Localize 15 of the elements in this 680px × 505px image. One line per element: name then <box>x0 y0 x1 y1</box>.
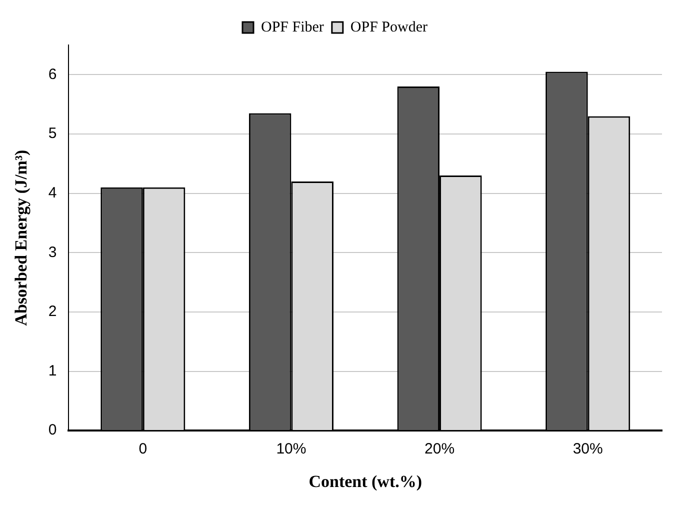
y-tick-label: 0 <box>48 422 57 439</box>
y-tick-label: 3 <box>48 244 57 261</box>
x-tick-label: 30% <box>572 440 603 458</box>
x-tick-label: 0 <box>138 440 148 458</box>
y-tick-label: 1 <box>48 362 57 380</box>
y-tick-label: 5 <box>48 125 57 142</box>
x-axis-title: Content (wt.%) <box>308 472 422 492</box>
y-axis-title: Absorbed Energy (J/m³) <box>12 150 31 326</box>
y-tick-label: 2 <box>48 303 57 320</box>
legend-label: OPF Fiber <box>260 19 324 36</box>
y-tick-label: 4 <box>48 184 57 202</box>
y-tick-label: 6 <box>48 66 57 83</box>
legend-label: OPF Powder <box>350 19 428 36</box>
x-tick-label: 10% <box>276 440 306 458</box>
x-tick-label: 20% <box>424 440 455 458</box>
